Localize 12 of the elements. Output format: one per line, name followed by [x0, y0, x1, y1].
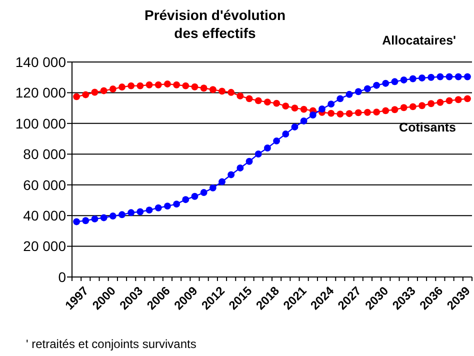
text: ' retraités et conjoints survivants — [26, 337, 196, 351]
y-tick-label: 20 000 — [23, 238, 66, 254]
y-tick-label: 80 000 — [23, 146, 66, 162]
text: Allocataires' — [382, 34, 456, 48]
y-tick-label: 140 000 — [15, 54, 66, 70]
series-label: Cotisants — [399, 120, 456, 135]
y-tick-label: 100 000 — [15, 115, 66, 132]
y-tick-label: 0 — [58, 268, 66, 285]
chart-title: Prévision d'évolution des effectifs — [144, 7, 286, 41]
y-tick-label: 120 000 — [15, 84, 66, 101]
y-tick-label: 60 000 — [23, 176, 66, 193]
y-tick-label: 40 000 — [23, 207, 66, 224]
